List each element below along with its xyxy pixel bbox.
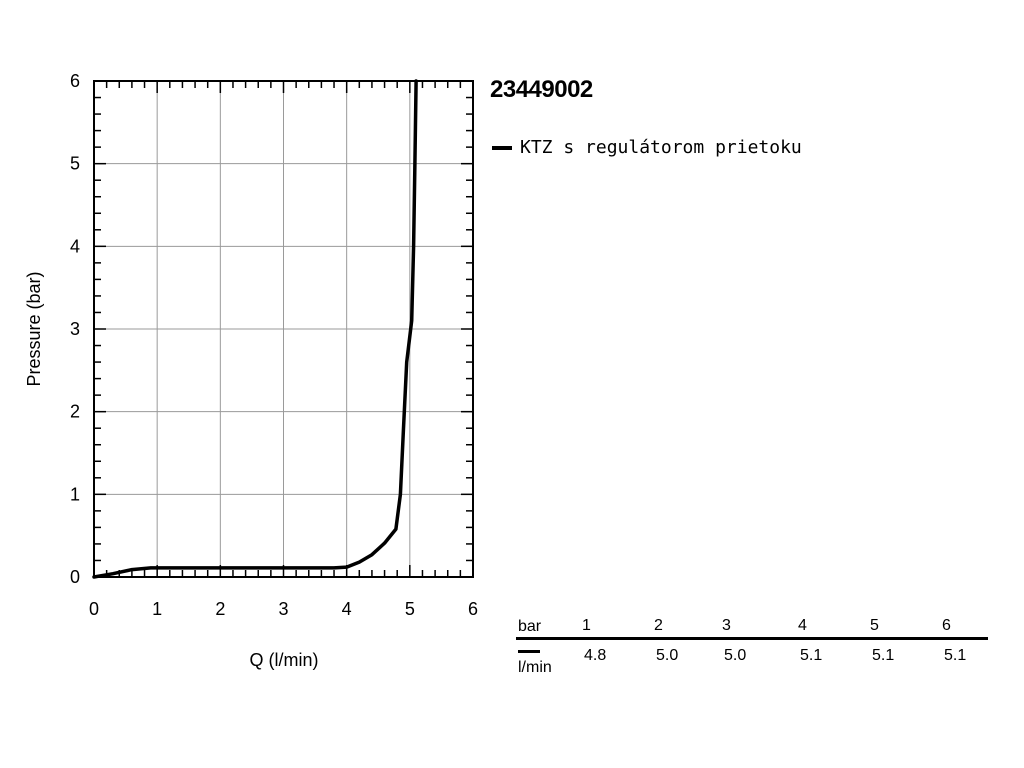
table-flow-cell: 5.1 xyxy=(944,647,967,664)
legend: KTZ s regulátorom prietoku xyxy=(492,137,802,158)
flow-table: bar 1 2 3 4 5 6 4.8 5.0 5.0 5.1 5.1 5.1 … xyxy=(516,617,988,676)
table-pressure-cell: 2 xyxy=(654,617,663,634)
table-pressure-cell: 3 xyxy=(722,617,731,634)
table-row-flow: 4.8 5.0 5.0 5.1 5.1 5.1 xyxy=(516,647,988,667)
table-series-swatch xyxy=(518,650,540,653)
chart-title: 23449002 xyxy=(490,76,593,103)
table-flow-cell: 5.0 xyxy=(724,647,747,664)
table-pressure-cell: 5 xyxy=(870,617,879,634)
y-tick-label: 2 xyxy=(70,402,80,422)
legend-swatch xyxy=(492,145,512,150)
x-tick-label: 2 xyxy=(215,599,225,619)
x-tick-label: 5 xyxy=(405,599,415,619)
y-tick-label: 0 xyxy=(70,567,80,587)
x-tick-label: 0 xyxy=(89,599,99,619)
series-line xyxy=(92,79,418,579)
legend-label: KTZ s regulátorom prietoku xyxy=(520,137,802,158)
table-flow-cell: 5.1 xyxy=(872,647,895,664)
x-tick-label: 3 xyxy=(278,599,288,619)
table-unit-bar: bar xyxy=(518,618,542,635)
plot-frame xyxy=(93,80,474,578)
table-flow-cell: 4.8 xyxy=(584,647,607,664)
y-tick-label: 3 xyxy=(70,319,80,339)
table-unit-lmin: l/min xyxy=(518,659,552,676)
table-pressure-cell: 6 xyxy=(942,617,951,634)
y-axis-label: Pressure (bar) xyxy=(24,271,44,386)
table-flow-cell: 5.0 xyxy=(656,647,679,664)
x-tick-label: 1 xyxy=(152,599,162,619)
x-tick-label: 4 xyxy=(342,599,352,619)
x-tick-label: 6 xyxy=(468,599,478,619)
table-row-pressure: bar 1 2 3 4 5 6 xyxy=(516,617,988,637)
y-tick-label: 1 xyxy=(70,484,80,504)
table-divider xyxy=(516,637,988,640)
x-axis-label: Q (l/min) xyxy=(250,650,319,670)
y-tick-label: 6 xyxy=(70,71,80,91)
y-tick-label: 4 xyxy=(70,236,80,256)
tick-labels: 0 1 2 3 4 5 6 0 1 2 3 4 5 6 xyxy=(70,71,478,619)
table-pressure-cell: 1 xyxy=(582,617,591,634)
table-flow-cell: 5.1 xyxy=(800,647,823,664)
table-pressure-cell: 4 xyxy=(798,617,807,634)
y-tick-label: 5 xyxy=(70,154,80,174)
